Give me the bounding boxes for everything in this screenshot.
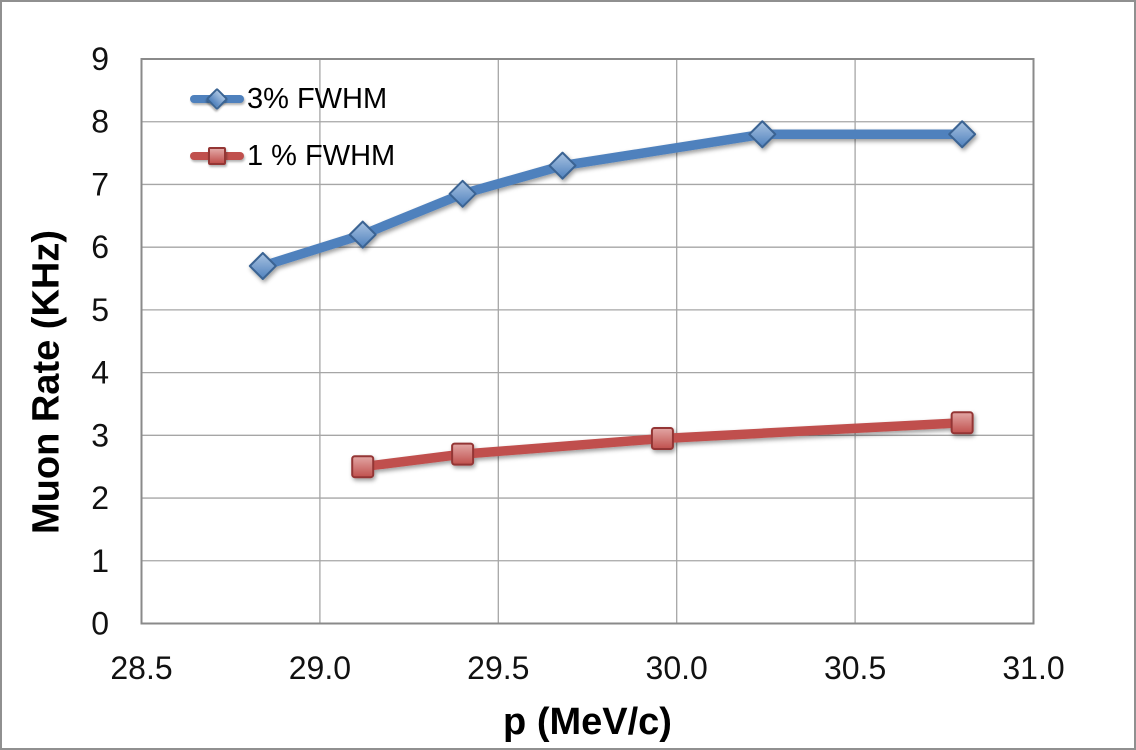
series-1-%-fwhm	[351, 411, 974, 479]
x-axis-title: p (MeV/c)	[503, 701, 672, 743]
svg-text:7: 7	[91, 166, 109, 202]
red-square-line-icon	[190, 139, 244, 173]
svg-text:30.0: 30.0	[646, 650, 708, 686]
legend-item-1pct-fwhm: 1 % FWHM	[190, 139, 395, 173]
series-3%-fwhm	[248, 120, 977, 280]
blue-diamond-line-icon	[190, 82, 244, 116]
legend-item-3pct-fwhm: 3% FWHM	[190, 82, 395, 116]
svg-text:31.0: 31.0	[1002, 650, 1064, 686]
svg-text:0: 0	[91, 606, 109, 642]
x-tick-labels: 28.5 29.0 29.5 30.0 30.5 31.0	[110, 650, 1064, 686]
svg-text:5: 5	[91, 292, 109, 328]
svg-text:8: 8	[91, 104, 109, 140]
gridlines	[141, 59, 1034, 624]
legend-label: 3% FWHM	[247, 83, 388, 115]
chart-legend: 3% FWHM 1 % FWHM	[190, 82, 395, 173]
plot-border	[140, 58, 1035, 625]
legend-label: 1 % FWHM	[247, 140, 396, 172]
svg-text:30.5: 30.5	[824, 650, 886, 686]
svg-text:6: 6	[91, 229, 109, 265]
svg-text:9: 9	[91, 41, 109, 77]
svg-text:3: 3	[91, 417, 109, 453]
svg-text:2: 2	[91, 480, 109, 516]
svg-text:4: 4	[91, 355, 109, 391]
svg-text:29.0: 29.0	[289, 650, 351, 686]
svg-text:29.5: 29.5	[467, 650, 529, 686]
y-tick-labels: 0 1 2 3 4 5 6 7 8 9	[91, 41, 109, 642]
y-axis-title: Muon Rate (KHz)	[25, 230, 68, 534]
svg-text:28.5: 28.5	[110, 650, 172, 686]
svg-text:1: 1	[91, 543, 109, 579]
